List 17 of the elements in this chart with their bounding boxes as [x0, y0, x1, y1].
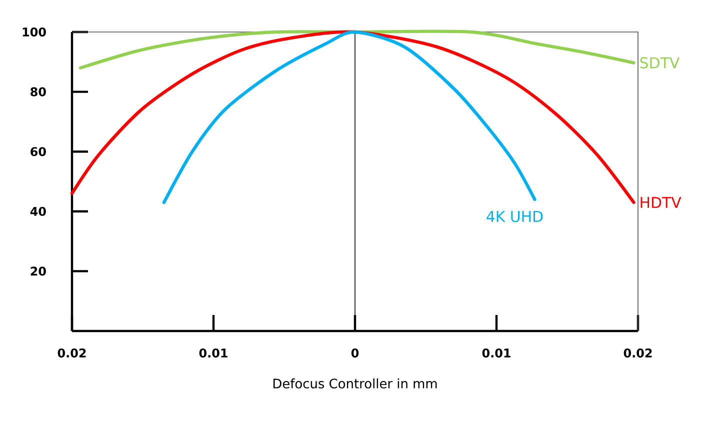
y-tick-label: 60 — [30, 147, 46, 156]
line-series — [162, 30, 536, 204]
series-label: HDTV — [640, 196, 682, 208]
y-tick-label: 40 — [30, 206, 46, 216]
series-label: 4K UHD — [486, 210, 543, 222]
x-tick-label: 0.02 — [624, 348, 652, 358]
x-axis-title: Defocus Controller in mm — [273, 378, 437, 388]
y-tick-label: 20 — [30, 266, 46, 276]
y-tick-label: 80 — [30, 87, 46, 96]
x-tick-label: 0.02 — [58, 348, 86, 358]
x-tick-label: 0.01 — [482, 348, 510, 358]
line-series — [70, 30, 636, 204]
line-series — [78, 30, 636, 70]
x-tick-label: 0 — [351, 348, 359, 358]
x-tick-label: 0.01 — [199, 348, 228, 358]
series-label: SDTV — [640, 57, 680, 68]
y-tick-label: 100 — [22, 27, 46, 37]
